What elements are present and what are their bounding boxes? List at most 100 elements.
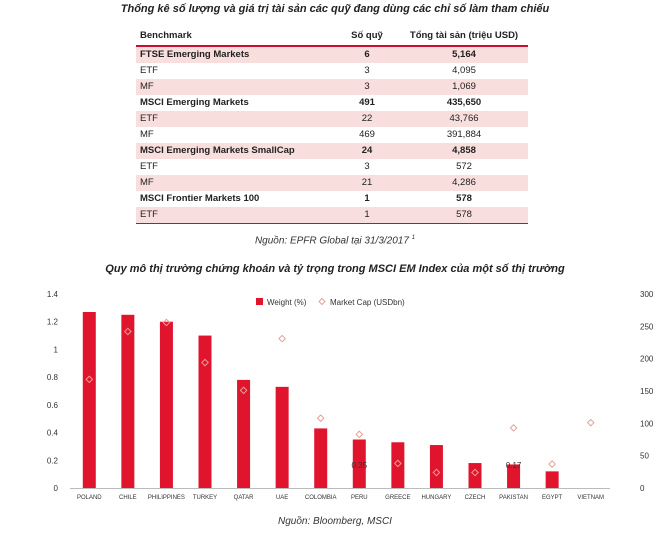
table-row: MSCI Emerging Markets 491 435,650 (136, 95, 528, 111)
right-axis-tick: 50 (640, 452, 649, 461)
table-title: Thống kê số lượng và giá trị tài sản các… (120, 3, 550, 15)
right-axis-tick: 200 (640, 355, 654, 364)
category-labels: POLAND CHILE PHILIPPINES TURKEY QATAR UAE COLO… (77, 495, 604, 501)
chart-legend: Weight (%) Market Cap (USDbn) (256, 297, 405, 307)
table-row: MF 3 1,069 (136, 79, 528, 95)
legend-label-market-cap: Market Cap (USDbn) (330, 298, 405, 307)
bar-chile (121, 314, 135, 488)
row-funds: 469 (359, 129, 375, 140)
bar-egypt (545, 471, 559, 488)
header-benchmark: Benchmark (136, 27, 334, 47)
table-source-text: Nguồn: EPFR Global tại 31/3/2017 (254, 235, 409, 247)
table-row: ETF 1 578 (136, 207, 528, 224)
header-fund-count: Số quỹ (334, 27, 400, 47)
row-benchmark: ETF (136, 111, 334, 127)
category-label: UAE (276, 495, 288, 501)
category-label: PHILIPPINES (148, 495, 185, 501)
marker-hungary (432, 468, 441, 477)
marker-czech (471, 468, 479, 477)
table-row: MSCI Frontier Markets 100 1 578 (136, 191, 528, 207)
row-benchmark: MF (136, 175, 334, 191)
row-assets: 578 (456, 193, 472, 204)
table-row: ETF 3 4,095 (136, 63, 528, 79)
row-benchmark: MSCI Frontier Markets 100 (140, 193, 260, 204)
row-assets: 578 (400, 207, 528, 224)
marker-qatar (239, 386, 248, 395)
bar-greece (391, 442, 405, 488)
row-assets: 572 (456, 161, 472, 172)
category-label: TURKEY (193, 495, 217, 501)
marker-chile (123, 327, 132, 336)
row-benchmark: MSCI Emerging Markets (140, 97, 249, 108)
data-label: 0.17 (506, 461, 522, 470)
legend-label-weight: Weight (%) (267, 298, 307, 307)
bar-philippines (159, 321, 173, 488)
marker-series (85, 318, 595, 477)
row-funds: 24 (334, 143, 400, 159)
row-funds: 3 (364, 161, 370, 172)
row-assets: 5,164 (400, 46, 528, 63)
table-source: Nguồn: EPFR Global tại 31/3/2017 1 (0, 235, 670, 246)
marker-colombia (316, 414, 325, 423)
table-row: FTSE Emerging Markets 6 5,164 (136, 46, 528, 63)
category-label: PAKISTAN (499, 495, 528, 501)
row-funds: 3 (364, 65, 370, 76)
left-axis-tick: 1.4 (47, 290, 59, 299)
chart-title: Quy mô thị trường chứng khoán và tỷ trọn… (105, 263, 565, 275)
marker-philippines (162, 318, 171, 327)
table-row: MSCI Emerging Markets SmallCap 24 4,858 (136, 143, 528, 159)
category-label: HUNGARY (421, 495, 451, 501)
category-label: POLAND (77, 495, 102, 501)
data-labels: 0.35 0.17 (351, 461, 521, 470)
row-assets: 4,286 (400, 175, 528, 191)
row-funds: 491 (359, 97, 375, 108)
left-axis-tick: 0.4 (47, 429, 59, 438)
row-assets: 1,069 (400, 79, 528, 95)
table-source-footnote: 1 (411, 235, 416, 241)
benchmark-table: Benchmark Số quỹ Tổng tài sản (triệu USD… (136, 27, 528, 224)
legend-bar-swatch (256, 298, 263, 305)
right-axis-tick: 0 (640, 484, 645, 493)
bar-pakistan (507, 464, 521, 488)
category-label: QATAR (234, 495, 254, 501)
bar-series (82, 312, 559, 488)
left-axis-tick: 1.2 (47, 318, 59, 327)
marker-pakistan (509, 423, 518, 432)
table-row: ETF 22 43,766 (136, 111, 528, 127)
category-label: GREECE (385, 495, 410, 501)
marker-peru (355, 430, 364, 439)
marker-egypt (548, 460, 557, 468)
row-assets: 4,095 (452, 65, 476, 76)
row-benchmark: ETF (140, 161, 158, 172)
header-total-assets: Tổng tài sản (triệu USD) (400, 27, 528, 47)
bar-turkey (198, 335, 212, 488)
marker-uae (278, 334, 287, 343)
bar-uae (275, 386, 289, 488)
marker-turkey (201, 358, 209, 367)
category-label: PERU (351, 495, 368, 501)
row-funds: 21 (334, 175, 400, 191)
row-funds: 22 (334, 111, 400, 127)
row-benchmark: ETF (140, 65, 158, 76)
row-funds: 1 (364, 193, 370, 204)
bar-qatar (237, 379, 251, 488)
left-axis-tick: 0.8 (47, 373, 59, 382)
right-axis-tick: 300 (640, 290, 654, 299)
row-assets: 43,766 (400, 111, 528, 127)
category-label: COLOMBIA (305, 495, 337, 501)
table-row: MF 469 391,884 (136, 127, 528, 143)
bar-colombia (314, 428, 328, 488)
row-benchmark: MF (136, 79, 334, 95)
row-funds: 3 (334, 79, 400, 95)
right-axis: 0 50 100 150 200 250 300 (640, 290, 654, 493)
table-header-row: Benchmark Số quỹ Tổng tài sản (triệu USD… (136, 27, 528, 47)
category-label: CHILE (119, 495, 137, 501)
marker-greece (393, 459, 402, 468)
category-label: CZECH (465, 495, 486, 501)
row-benchmark: MSCI Emerging Markets SmallCap (136, 143, 334, 159)
row-assets: 391,884 (446, 129, 482, 140)
row-benchmark: MF (140, 129, 154, 140)
category-label: EGYPT (542, 495, 563, 501)
bar-peru (352, 439, 366, 488)
left-axis: 0 0.2 0.4 0.6 0.8 1 1.2 1.4 (47, 290, 610, 493)
